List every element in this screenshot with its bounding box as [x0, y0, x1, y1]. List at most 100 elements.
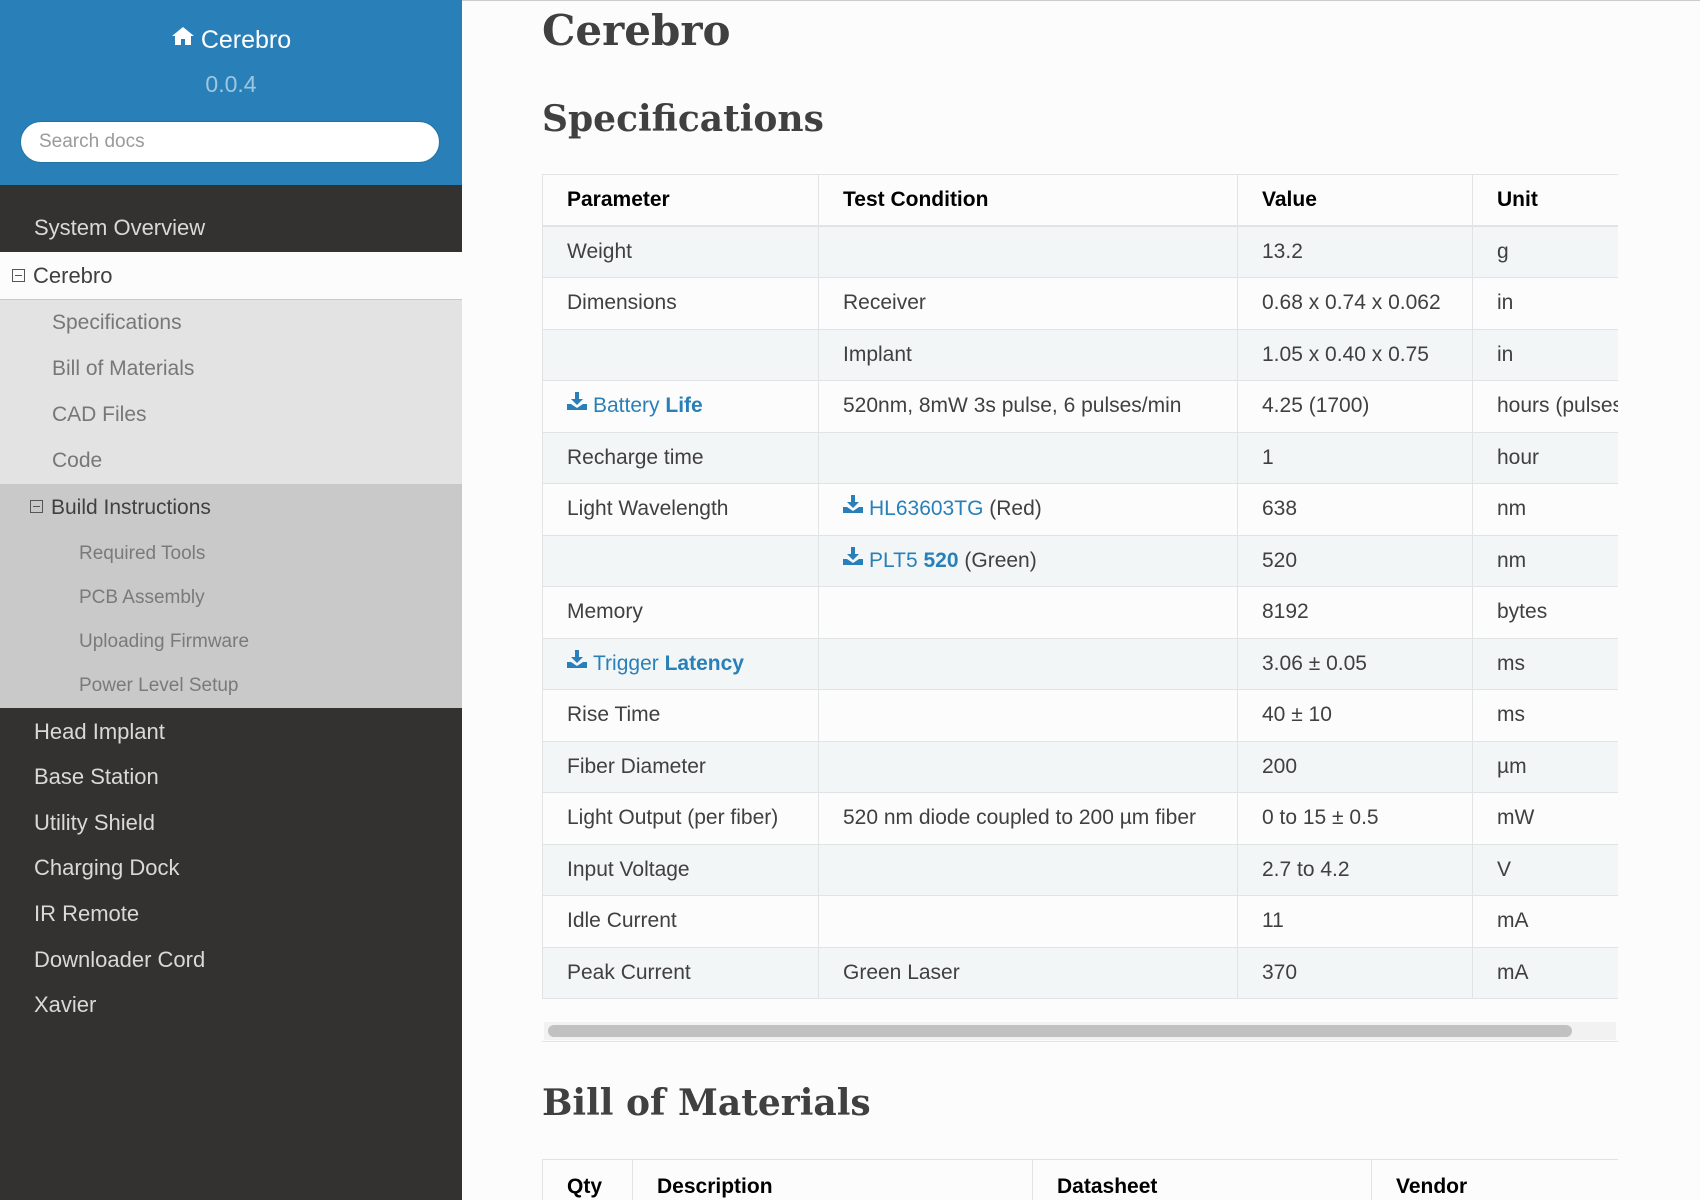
nav-sub-code[interactable]: Code [0, 438, 462, 484]
cell-value: 1 [1237, 431, 1473, 484]
nav-sub-bill-of-materials[interactable]: Bill of Materials [0, 346, 462, 392]
cell-value: 638 [1237, 483, 1473, 536]
table-row: Light Wavelength HL63603TG (Red) 638 nm [542, 483, 1618, 536]
bom-header-vendor: Vendor [1371, 1159, 1618, 1200]
specifications-table: Parameter Test Condition Value Unit Weig… [542, 174, 1618, 999]
nav-item-charging-dock[interactable]: Charging Dock [34, 855, 180, 880]
cell-parameter: Battery Life [542, 380, 819, 433]
datasheet-link[interactable]: HL63603TG [843, 495, 984, 521]
cell-parameter: Rise Time [542, 689, 819, 742]
bom-header-datasheet: Datasheet [1032, 1159, 1372, 1200]
parameter-link-bold: Life [665, 394, 703, 418]
cell-unit: nm [1472, 534, 1618, 587]
cell-parameter: Peak Current [542, 946, 819, 999]
nav-item-base-station[interactable]: Base Station [34, 764, 159, 789]
cell-unit: in [1472, 328, 1618, 381]
project-title: Cerebro [200, 26, 292, 54]
main-content: Cerebro Specifications Parameter Test Co… [462, 0, 1700, 1200]
table-row: Light Output (per fiber) 520 nm diode cou… [542, 792, 1618, 845]
cell-test-condition: Implant [818, 328, 1238, 381]
cell-parameter: Light Output (per fiber) [542, 792, 819, 845]
sidebar-header: Cerebro 0.0.4 [0, 0, 462, 185]
sidebar: Cerebro 0.0.4 System Overview Cerebro Sp… [0, 0, 462, 1200]
bom-table-container: Qty Description Datasheet Vendor [542, 1159, 1618, 1200]
table-row: Dimensions Receiver 0.68 x 0.74 x 0.062 in [542, 277, 1618, 330]
nav-item-xavier[interactable]: Xavier [34, 992, 97, 1017]
nav-item-head-implant[interactable]: Head Implant [34, 719, 165, 744]
cell-value: 520 [1237, 534, 1473, 587]
cell-test-condition [818, 740, 1238, 793]
cell-unit: nm [1472, 483, 1618, 536]
scrollbar-thumb[interactable] [548, 1025, 1572, 1037]
cell-test-condition: 520 nm diode coupled to 200 µm fiber [818, 792, 1238, 845]
cell-unit: mA [1472, 895, 1618, 948]
datasheet-link-text: HL63603TG [869, 497, 984, 521]
cell-value: 2.7 to 4.2 [1237, 843, 1473, 896]
table-row: Rise Time 40 ± 10 ms [542, 689, 1618, 742]
cell-unit: in [1472, 277, 1618, 330]
parameter-link-text: Trigger [593, 651, 659, 675]
cell-parameter: Fiber Diameter [542, 740, 819, 793]
specifications-table-container[interactable]: Parameter Test Condition Value Unit Weig… [542, 174, 1618, 1042]
download-icon [843, 546, 863, 571]
table-row: Trigger Latency 3.06 ± 0.05 ms [542, 637, 1618, 690]
datasheet-link[interactable]: PLT5 520 [843, 546, 959, 572]
nav-subsub-uploading-firmware[interactable]: Uploading Firmware [0, 620, 462, 664]
nav-item-downloader-cord[interactable]: Downloader Cord [34, 947, 206, 972]
table-row: Input Voltage 2.7 to 4.2 V [542, 843, 1618, 896]
cell-test-condition: HL63603TG (Red) [818, 483, 1238, 536]
table-row: Fiber Diameter 200 µm [542, 740, 1618, 793]
home-link[interactable]: Cerebro [0, 22, 462, 59]
top-divider [462, 0, 1700, 1]
specifications-table-body: Weight 13.2 g Dimensions Receiver 0.68 x 0.74… [542, 225, 1618, 999]
header-unit: Unit [1472, 174, 1618, 227]
table-row: Memory 8192 bytes [542, 586, 1618, 639]
cell-test-condition: PLT5 520 (Green) [818, 534, 1238, 587]
cell-unit: V [1472, 843, 1618, 896]
header-test-condition: Test Condition [818, 174, 1238, 227]
collapse-toggle-icon[interactable] [30, 499, 43, 513]
table-row: Weight 13.2 g [542, 225, 1618, 278]
cell-unit: ms [1472, 689, 1618, 742]
nav-subsub-required-tools[interactable]: Required Tools [0, 532, 462, 576]
cell-parameter: Dimensions [542, 277, 819, 330]
collapse-toggle-icon[interactable] [12, 268, 25, 282]
search-input[interactable] [20, 121, 440, 163]
cell-value: 3.06 ± 0.05 [1237, 637, 1473, 690]
table-row: Battery Life 520nm, 8mW 3s pulse, 6 pulse… [542, 380, 1618, 433]
cell-unit: g [1472, 225, 1618, 278]
parameter-link[interactable]: Trigger Latency [567, 649, 744, 675]
specifications-heading: Specifications [542, 98, 824, 140]
nav-item-utility-shield[interactable]: Utility Shield [34, 810, 156, 835]
cell-unit: hour [1472, 431, 1618, 484]
cell-test-condition [818, 689, 1238, 742]
nav-item-system-overview[interactable]: System Overview [34, 215, 206, 240]
table-row: Implant 1.05 x 0.40 x 0.75 in [542, 328, 1618, 381]
cell-test-condition [818, 586, 1238, 639]
nav-subsub-power-level-setup[interactable]: Power Level Setup [0, 664, 462, 708]
header-parameter: Parameter [542, 174, 819, 227]
cell-test-condition [818, 843, 1238, 896]
nav-sub-specifications[interactable]: Specifications [0, 300, 462, 346]
cell-test-condition: Green Laser [818, 946, 1238, 999]
cell-unit: µm [1472, 740, 1618, 793]
cell-value: 4.25 (1700) [1237, 380, 1473, 433]
nav-sub-build-instructions[interactable]: Build Instructions [0, 484, 462, 532]
bom-header-description: Description [632, 1159, 1033, 1200]
cell-test-condition [818, 225, 1238, 278]
cell-value: 40 ± 10 [1237, 689, 1473, 742]
parameter-link[interactable]: Battery Life [567, 392, 703, 418]
datasheet-suffix: (Green) [964, 548, 1037, 572]
datasheet-link-bold: 520 [923, 548, 959, 572]
nav-subsub-pcb-assembly[interactable]: PCB Assembly [0, 576, 462, 620]
cell-parameter: Light Wavelength [542, 483, 819, 536]
cell-test-condition [818, 637, 1238, 690]
nav-item-cerebro[interactable]: Cerebro [0, 252, 462, 300]
nav-sub-cad-files[interactable]: CAD Files [0, 392, 462, 438]
cell-parameter: Memory [542, 586, 819, 639]
cell-value: 0.68 x 0.74 x 0.062 [1237, 277, 1473, 330]
download-icon [567, 649, 587, 674]
datasheet-link-text: PLT5 [869, 548, 918, 572]
nav-item-ir-remote[interactable]: IR Remote [34, 901, 140, 926]
cell-value: 1.05 x 0.40 x 0.75 [1237, 328, 1473, 381]
